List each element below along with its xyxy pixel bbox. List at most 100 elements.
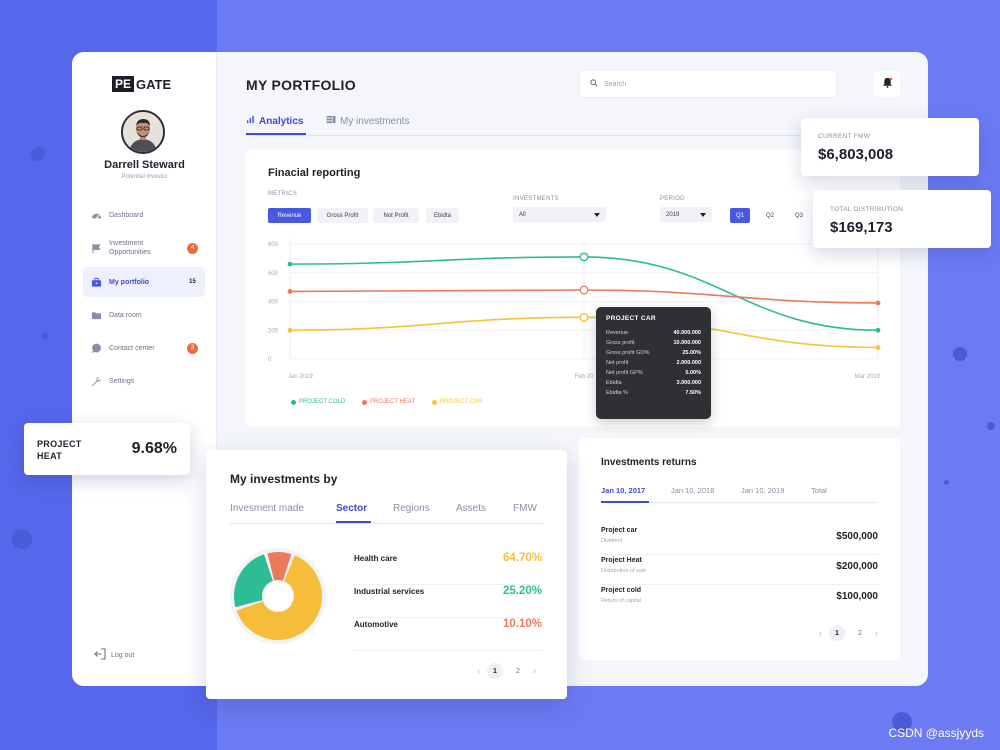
tab-my-investments[interactable]: My investments	[326, 115, 409, 127]
donut-slice[interactable]	[234, 554, 273, 608]
legend-label: PROJECT HEAT	[370, 399, 416, 405]
chevron-right-icon[interactable]: ›	[875, 628, 878, 638]
list-item[interactable]: Health care 64.70%	[354, 551, 542, 585]
legend-item: PROJECT HEAT	[362, 399, 415, 405]
tooltip-key: Gross profit	[606, 340, 635, 346]
avatar[interactable]	[121, 110, 165, 154]
sidebar-item-label: Investment Opportunities	[109, 240, 151, 256]
tab-assets[interactable]: Assets	[456, 503, 487, 514]
tab-investment-made[interactable]: Invesment made	[230, 503, 304, 514]
metric-revenue-button[interactable]: Revenue	[268, 208, 311, 223]
data-point	[287, 327, 293, 333]
page-button[interactable]: 2	[516, 667, 520, 675]
data-point	[287, 289, 293, 294]
tooltip-row: Ebidta % 7.50%	[606, 390, 701, 396]
legend-swatch	[432, 399, 437, 405]
card-value: 9.68%	[131, 440, 177, 457]
table-row[interactable]: Project Heat Distribution of sale $200,0…	[601, 555, 878, 585]
tooltip-key: Revenue	[606, 330, 629, 336]
wrench-icon	[90, 375, 102, 387]
tooltip-value: 10.000.000	[673, 340, 701, 346]
tab-regions[interactable]: Regions	[393, 503, 430, 514]
investments-returns-card: Investments returns Jan 10, 2017 Jan 10,…	[579, 438, 900, 660]
tooltip-row: Revenue 40.000.000	[606, 330, 701, 336]
sidebar-item-label: Settings	[109, 377, 135, 385]
sidebar-item-data-room[interactable]: Data room	[83, 300, 205, 330]
data-point	[579, 285, 589, 295]
quarter-q3-button[interactable]: Q3	[794, 212, 803, 219]
caret-down-icon	[700, 212, 706, 217]
tooltip-value: 2.000.000	[676, 360, 701, 366]
sidebar-item-investment-opportunities[interactable]: Investment Opportunities 4	[83, 233, 205, 263]
sidebar-item-settings[interactable]: Settings	[83, 366, 205, 396]
avatar-image	[123, 112, 163, 152]
quarter-q2-button[interactable]: Q2	[765, 212, 774, 219]
metric-net-profit-button[interactable]: Not Profit	[373, 208, 419, 223]
sector-name: Health care	[354, 554, 398, 563]
x-tick-label: Mar 2019	[855, 374, 881, 380]
list-item[interactable]: Automotive 10.10%	[354, 617, 542, 651]
data-point	[579, 252, 589, 262]
card-label: PROJECT HEAT	[37, 439, 82, 461]
quarter-q1-button[interactable]: Q1	[730, 208, 750, 223]
sidebar-item-my-portfolio[interactable]: My portfolio 15	[83, 267, 205, 297]
tooltip-key: Net profit GP%	[606, 370, 643, 376]
decor-dot	[31, 147, 45, 161]
search-input[interactable]: Search	[580, 71, 836, 97]
chevron-left-icon[interactable]: ‹	[477, 666, 480, 676]
tab-sector[interactable]: Sector	[336, 503, 368, 514]
metric-gross-profit-button[interactable]: Gross Profit	[317, 208, 368, 223]
metric-ebidta-button[interactable]: Ebidta	[426, 208, 459, 223]
decor-dot	[987, 422, 995, 430]
period-select[interactable]: 2019	[660, 207, 712, 222]
x-tick-label: Feb 20	[575, 374, 594, 380]
table-row[interactable]: Project car Dividend $500,000	[601, 525, 878, 555]
page-button[interactable]: 1	[829, 625, 845, 641]
return-name: Project car	[601, 527, 638, 534]
tooltip-value: 5.00%	[685, 370, 701, 376]
notifications-button[interactable]	[874, 71, 900, 97]
sidebar-item-dashboard[interactable]: Dashboard	[83, 200, 205, 230]
pagination: ‹ 1 2 ›	[819, 625, 878, 641]
chevron-left-icon[interactable]: ‹	[819, 628, 822, 638]
tooltip-title: PROJECT CAR	[606, 315, 656, 322]
logout-button[interactable]: Log out	[94, 648, 134, 662]
returns-tab-2019[interactable]: Jan 10, 2019	[741, 486, 785, 495]
chevron-right-icon[interactable]: ›	[533, 666, 536, 676]
table-row[interactable]: Project cold Return of capital $100,000	[601, 585, 878, 615]
list-item[interactable]: Industrial services 25.20%	[354, 584, 542, 618]
returns-tab-2017[interactable]: Jan 10, 2017	[601, 486, 646, 495]
tooltip-row: Net profit 2.000.000	[606, 360, 701, 366]
tab-fmw[interactable]: FMW	[513, 503, 537, 514]
page-button[interactable]: 1	[487, 663, 503, 679]
notification-badge: 4	[187, 242, 198, 254]
card-title: Investments returns	[601, 457, 697, 468]
select-value: All	[519, 211, 526, 218]
tab-analytics[interactable]: Analytics	[246, 115, 303, 127]
donut-slice[interactable]	[267, 552, 292, 581]
sidebar-item-label: Data room	[109, 311, 142, 319]
page-button[interactable]: 2	[858, 629, 862, 637]
returns-tab-2018[interactable]: Jan 10, 2018	[671, 486, 715, 495]
tab-label: Analytics	[259, 115, 304, 127]
briefcase-icon	[90, 276, 102, 288]
line-chart: 0 200 400 600 800 Jan 2019 Feb 20 Mar 2019	[268, 239, 881, 380]
returns-tab-total[interactable]: Total	[811, 486, 827, 495]
app-logo[interactable]: PE GATE	[112, 76, 171, 92]
logout-icon	[94, 648, 106, 662]
investments-select[interactable]: All	[513, 207, 606, 222]
y-tick-label: 400	[268, 300, 279, 306]
sector-percent: 64.70%	[502, 552, 542, 564]
card-value: $169,173	[830, 219, 893, 236]
card-label: CURRENT FMW	[818, 133, 871, 140]
current-fmw-card: CURRENT FMW $6,803,008	[801, 118, 979, 176]
tooltip-value: 40.000.000	[673, 330, 701, 336]
tooltip-value: 25.00%	[682, 350, 701, 356]
donut-slice[interactable]	[236, 555, 322, 640]
tooltip-row: Gross profit GO% 25.00%	[606, 350, 701, 356]
sidebar-item-contact-center[interactable]: Contact center 3	[83, 333, 205, 363]
data-point	[579, 312, 589, 322]
project-heat-card: PROJECT HEAT 9.68%	[24, 423, 190, 475]
tooltip-key: Gross profit GO%	[606, 350, 650, 356]
sector-percent: 25.20%	[502, 585, 542, 597]
